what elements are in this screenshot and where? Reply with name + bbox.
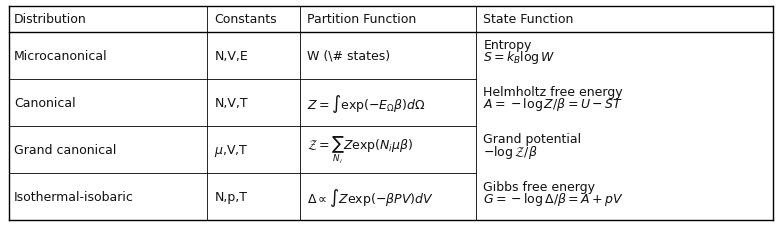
Text: N,p,T: N,p,T — [214, 191, 247, 203]
Text: Canonical: Canonical — [14, 97, 76, 110]
Text: $\Delta \propto \int Z \exp(-\beta PV)dV$: $\Delta \propto \int Z \exp(-\beta PV)dV… — [307, 186, 433, 208]
Text: $Z = \int \exp(-E_{\Omega}\beta)d\Omega$: $Z = \int \exp(-E_{\Omega}\beta)d\Omega$ — [307, 92, 425, 114]
Text: $\mathcal{Z} = \sum_{N_i} Z \exp(N_i\mu\beta)$: $\mathcal{Z} = \sum_{N_i} Z \exp(N_i\mu\… — [307, 135, 413, 166]
Text: Grand canonical: Grand canonical — [14, 144, 117, 157]
Text: Distribution: Distribution — [14, 13, 87, 26]
Text: Entropy: Entropy — [483, 39, 532, 52]
Text: Helmholtz free energy: Helmholtz free energy — [483, 86, 623, 99]
Text: W (\# states): W (\# states) — [307, 50, 389, 63]
Text: Isothermal-isobaric: Isothermal-isobaric — [14, 191, 134, 203]
Text: $S = k_B \log W$: $S = k_B \log W$ — [483, 49, 556, 66]
Text: $-\log \mathcal{Z}/\beta$: $-\log \mathcal{Z}/\beta$ — [483, 143, 538, 160]
Text: $G = -\log \Delta/\beta = A + pV$: $G = -\log \Delta/\beta = A + pV$ — [483, 190, 624, 207]
Text: Partition Function: Partition Function — [307, 13, 416, 26]
Text: N,V,E: N,V,E — [214, 50, 248, 63]
Text: $\mu$,V,T: $\mu$,V,T — [214, 142, 249, 158]
Text: Constants: Constants — [214, 13, 277, 26]
Text: State Function: State Function — [483, 13, 574, 26]
Text: Grand potential: Grand potential — [483, 133, 581, 146]
Text: N,V,T: N,V,T — [214, 97, 248, 110]
Text: $A = -\log Z/\beta = U - ST$: $A = -\log Z/\beta = U - ST$ — [483, 96, 623, 113]
Text: Gibbs free energy: Gibbs free energy — [483, 180, 595, 193]
Text: Microcanonical: Microcanonical — [14, 50, 108, 63]
